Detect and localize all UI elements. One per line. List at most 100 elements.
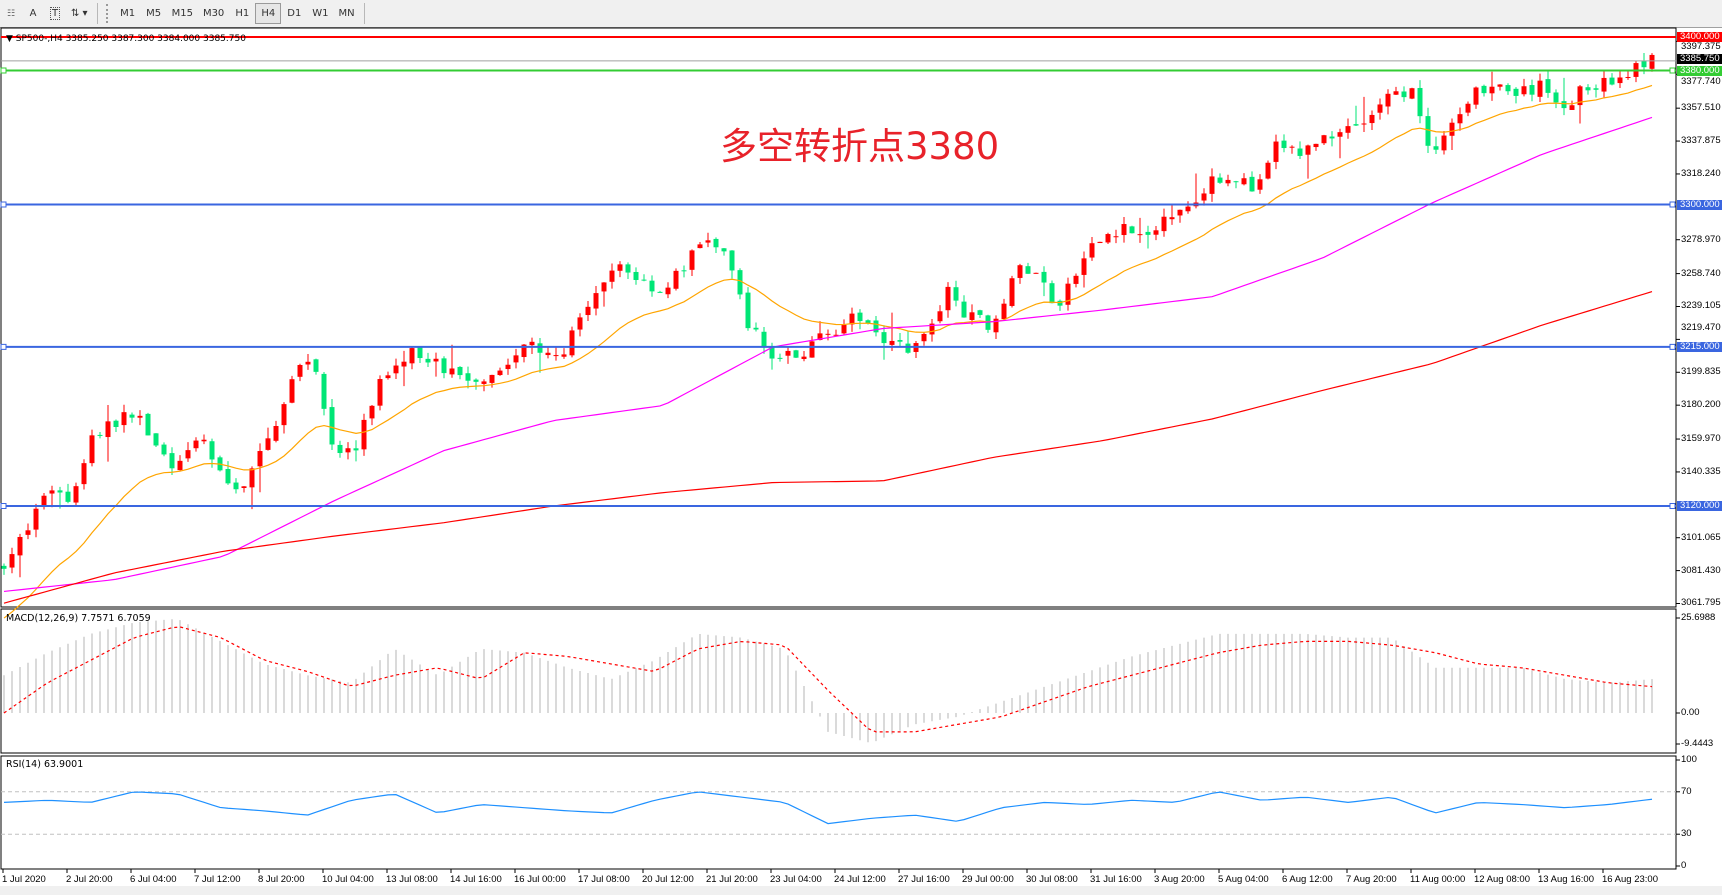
- bear-candle: [729, 250, 735, 271]
- rsi-axis-label: 100: [1681, 754, 1697, 765]
- bull-candle: [1065, 283, 1071, 305]
- timeframe-m30[interactable]: M30: [202, 8, 225, 19]
- bull-candle: [1225, 179, 1231, 184]
- bear-candle: [1425, 116, 1431, 146]
- bear-candle: [1481, 85, 1487, 94]
- current-price-label: 3385.750: [1677, 54, 1722, 64]
- timeframe-w1[interactable]: W1: [312, 8, 329, 19]
- timeframe-h1[interactable]: H1: [235, 8, 250, 19]
- separator: [96, 3, 98, 24]
- bull-candle: [1001, 303, 1007, 320]
- symbol-ohlc: SP500-,H4 3385.250 3387.300 3384.000 338…: [15, 34, 246, 44]
- bear-candle: [977, 310, 983, 315]
- price-axis-label: 3101.065: [1681, 531, 1721, 543]
- ma-slow-line: [3, 291, 1653, 604]
- time-axis-label: 27 Jul 16:00: [898, 874, 950, 885]
- bear-candle: [161, 444, 167, 455]
- bull-candle: [1321, 135, 1327, 144]
- bull-candle: [1153, 230, 1159, 235]
- price-axis-label: 3318.240: [1681, 167, 1721, 179]
- time-axis-label: 10 Jul 04:00: [322, 874, 374, 885]
- bear-candle: [1609, 77, 1615, 85]
- time-axis-label: 13 Aug 16:00: [1538, 874, 1594, 885]
- horizontal-line-label: 3380.000: [1677, 65, 1722, 76]
- collapse-triangle-icon[interactable]: ▼: [6, 34, 16, 44]
- bear-candle: [641, 279, 647, 281]
- timeframe-m15[interactable]: M15: [171, 8, 193, 19]
- bull-candle: [841, 324, 847, 334]
- bear-candle: [145, 413, 151, 436]
- text-tool-button[interactable]: A: [22, 3, 44, 24]
- bull-candle: [1569, 105, 1575, 110]
- bear-candle: [1217, 177, 1223, 183]
- timeframe-d1[interactable]: D1: [287, 8, 302, 19]
- price-axis-label: 3397.375: [1681, 41, 1721, 52]
- bear-candle: [313, 359, 319, 372]
- bull-candle: [201, 439, 207, 442]
- bull-candle: [889, 340, 895, 345]
- bull-candle: [265, 438, 271, 450]
- price-axis-label: 3219.470: [1681, 322, 1721, 333]
- rsi-axis-label: 0: [1681, 860, 1687, 871]
- bull-candle: [697, 244, 703, 249]
- toolbar-grip[interactable]: [105, 4, 111, 23]
- bear-candle: [1553, 92, 1559, 103]
- bear-candle: [1249, 176, 1255, 192]
- bull-candle: [1113, 236, 1119, 238]
- bear-candle: [761, 331, 767, 347]
- price-axis-label: 3159.970: [1681, 433, 1721, 445]
- bull-candle: [1473, 87, 1479, 105]
- macd-title: MACD(12,26,9) 7.7571 6.7059: [6, 613, 151, 624]
- bull-candle: [81, 463, 87, 485]
- bull-candle: [1521, 86, 1527, 95]
- horizontal-line-label: 3215.000: [1677, 341, 1722, 352]
- bull-candle: [1265, 162, 1271, 179]
- bull-candle: [297, 364, 303, 377]
- bull-candle: [1081, 258, 1087, 275]
- drawing-tools: ☷ A T ⇅ ▾ M1 M5 M15 M30 H1 H4 D1 W1 MN: [0, 2, 369, 25]
- bull-candle: [409, 348, 415, 364]
- bear-candle: [1353, 124, 1359, 126]
- bull-candle: [1441, 135, 1447, 151]
- text-label-tool-button[interactable]: T: [44, 3, 66, 24]
- bull-candle: [345, 448, 351, 453]
- horizontal-line-label: 3300.000: [1677, 199, 1722, 210]
- bull-candle: [1409, 88, 1415, 99]
- bull-candle: [593, 293, 599, 309]
- bear-candle: [169, 453, 175, 469]
- bear-candle: [753, 327, 759, 330]
- bear-candle: [1329, 136, 1335, 139]
- bear-candle: [153, 433, 159, 446]
- bull-candle: [369, 405, 375, 419]
- bull-candle: [993, 318, 999, 333]
- bear-candle: [1049, 283, 1055, 304]
- bull-candle: [809, 341, 815, 358]
- bull-candle: [449, 368, 455, 375]
- line-handle: [1669, 503, 1676, 509]
- bull-candle: [281, 404, 287, 426]
- bull-candle: [833, 334, 839, 336]
- bull-candle: [1289, 146, 1295, 148]
- time-axis-label: 12 Aug 08:00: [1474, 874, 1530, 885]
- arrows-dropdown-icon[interactable]: ⇅ ▾: [71, 8, 88, 19]
- bull-candle: [617, 264, 623, 271]
- bull-candle: [561, 354, 567, 357]
- timeframe-m1[interactable]: M1: [120, 8, 136, 19]
- bear-candle: [1297, 148, 1303, 156]
- bull-candle: [1209, 176, 1215, 194]
- chart-header: ▼ SP500-,H4 3385.250 3387.300 3384.000 3…: [6, 34, 246, 44]
- line-handle: [1669, 343, 1676, 350]
- bear-candle: [649, 280, 655, 292]
- bear-candle: [129, 414, 135, 418]
- bear-candle: [425, 358, 431, 363]
- timeframe-mn[interactable]: MN: [338, 8, 355, 19]
- timeframe-h4[interactable]: H4: [255, 3, 282, 24]
- timeframe-m5[interactable]: M5: [146, 8, 162, 19]
- bull-candle: [969, 312, 975, 320]
- bull-candle: [1577, 86, 1583, 106]
- bull-candle: [1177, 209, 1183, 216]
- grid-lines-icon[interactable]: ☷: [6, 8, 16, 19]
- line-handle: [0, 201, 7, 208]
- bull-candle: [1137, 234, 1143, 236]
